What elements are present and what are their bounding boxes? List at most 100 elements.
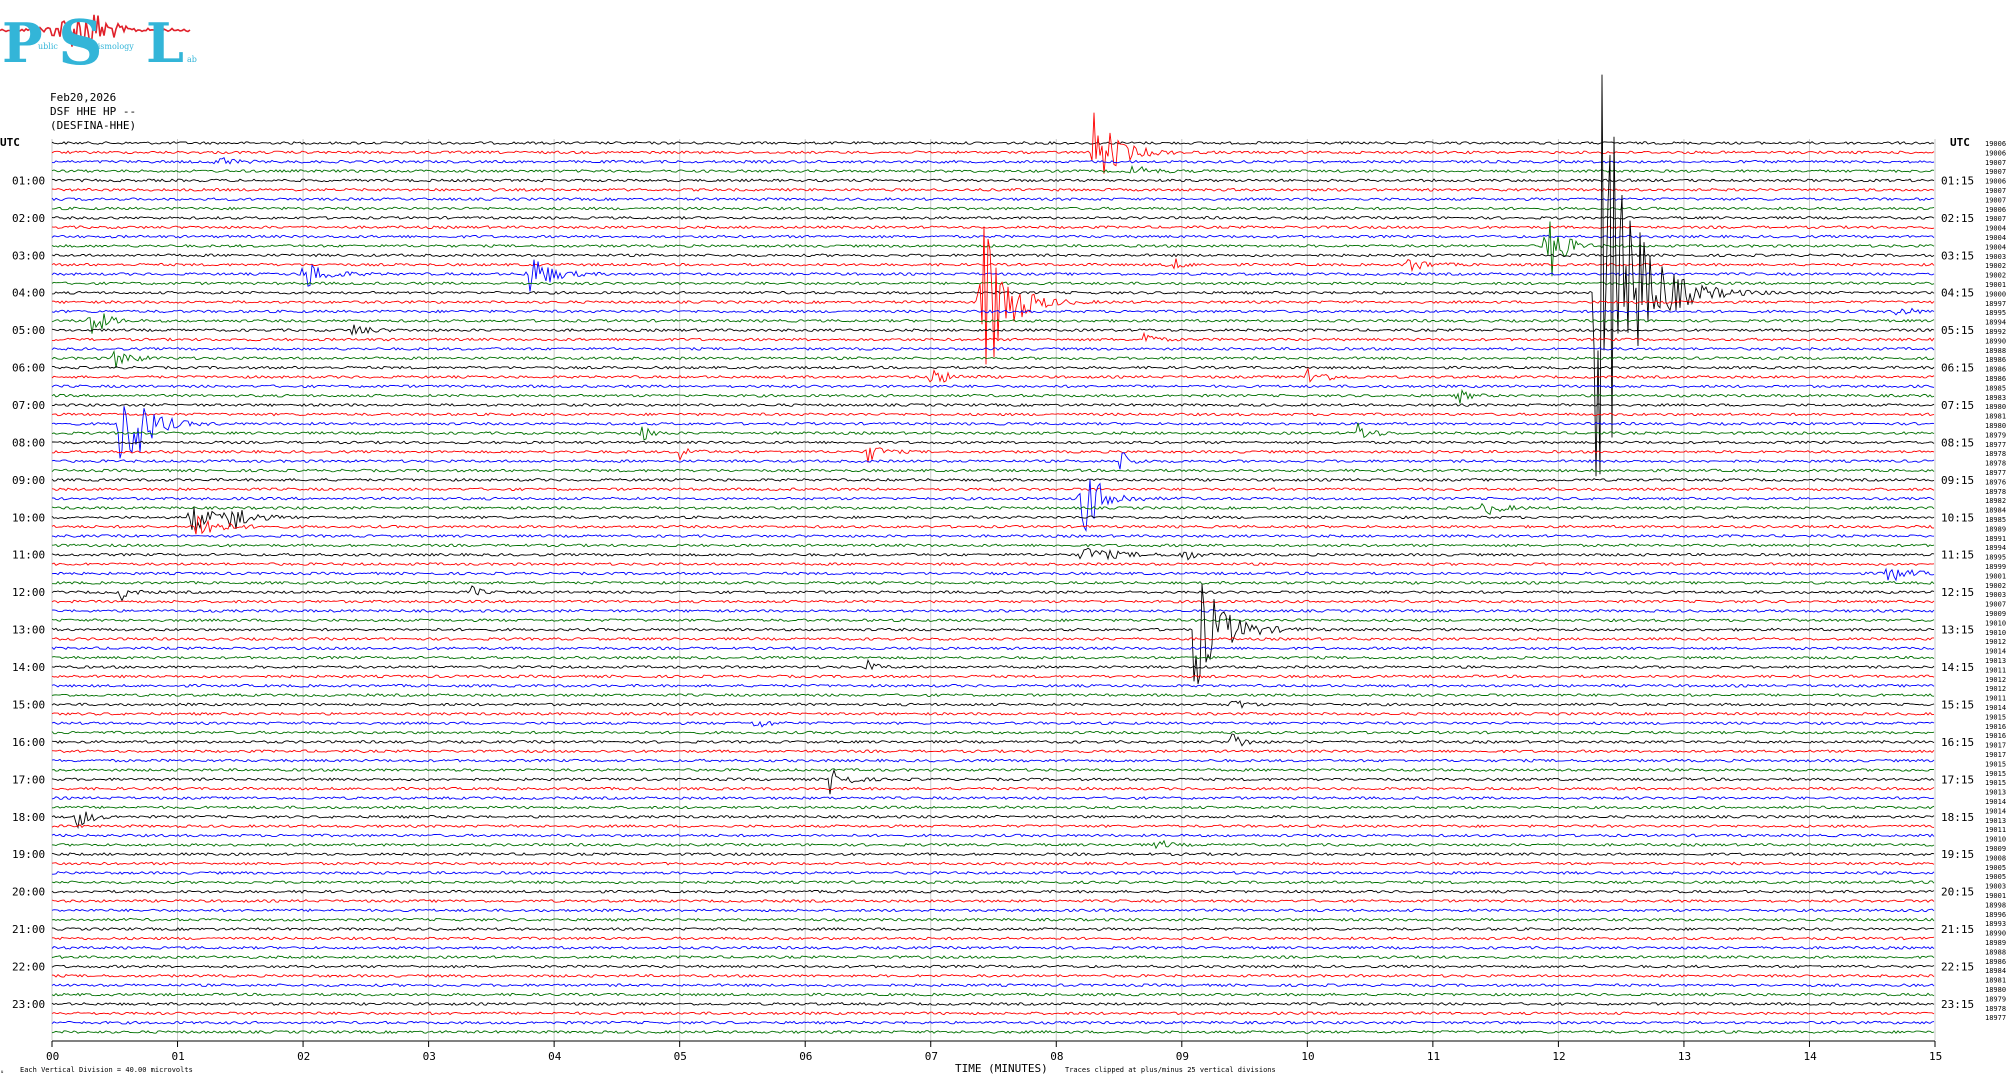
trace-line — [51, 889, 1935, 894]
trace-value: 19002 — [1985, 272, 2006, 280]
trace-line — [51, 720, 1935, 728]
trace-value: 18978 — [1985, 450, 2006, 458]
x-tick-label: 13 — [1678, 1050, 1691, 1063]
trace-value: 18978 — [1985, 1005, 2006, 1013]
trace-line — [51, 346, 1935, 351]
trace-line — [51, 655, 1935, 660]
trace-value: 18981 — [1985, 413, 2006, 421]
trace-line — [51, 811, 1935, 829]
y-tick-label: 23:00 — [12, 998, 45, 1011]
trace-line — [51, 711, 1935, 716]
y-tick-label-right: 15:15 — [1941, 698, 1974, 711]
trace-value: 19015 — [1985, 770, 2006, 778]
trace-line — [51, 447, 1935, 463]
y-tick-label: 19:00 — [12, 848, 45, 861]
trace-line — [51, 178, 1935, 183]
trace-value: 19010 — [1985, 629, 2006, 637]
trace-value: 18993 — [1985, 920, 2006, 928]
trace-value: 19011 — [1985, 695, 2006, 703]
y-tick-label: 09:00 — [12, 474, 45, 487]
trace-value: 19015 — [1985, 779, 2006, 787]
clip-note: Traces clipped at plus/minus 25 vertical… — [1065, 1066, 1276, 1074]
trace-value: 19004 — [1985, 243, 2006, 251]
trace-line — [51, 583, 1934, 684]
y-tick-label-right: 01:15 — [1941, 174, 1974, 187]
trace-line — [51, 852, 1935, 857]
x-tick-label: 15 — [1929, 1050, 1942, 1063]
trace-line — [51, 786, 1935, 791]
trace-value: 19000 — [1985, 290, 2006, 298]
trace-value: 19003 — [1985, 253, 2006, 261]
y-tick-label-right: 16:15 — [1941, 736, 1974, 749]
trace-line — [51, 700, 1935, 709]
utc-label-left: UTC — [0, 136, 20, 149]
trace-value: 19006 — [1985, 178, 2006, 186]
trace-value: 19007 — [1985, 196, 2006, 204]
plot-header: Feb20,2026 DSF HHE HP -- (DESFINA-HHE) — [50, 91, 136, 133]
header-channel: DSF HHE HP -- — [50, 105, 137, 118]
logo-word-l: ab — [187, 55, 197, 64]
trace-value: 19002 — [1985, 582, 2006, 590]
x-axis-label: TIME (MINUTES) — [955, 1062, 1048, 1075]
trace-line — [51, 1011, 1935, 1016]
trace-line — [51, 964, 1935, 969]
trace-line — [51, 388, 1935, 404]
trace-value: 18988 — [1985, 948, 2006, 956]
trace-line — [52, 440, 1935, 445]
trace-line — [51, 658, 1935, 671]
trace-value: 18978 — [1985, 460, 2006, 468]
trace-line — [51, 758, 1935, 763]
y-tick-label-right: 17:15 — [1941, 773, 1974, 786]
y-tick-label-right: 02:15 — [1941, 212, 1974, 225]
trace-value: 19010 — [1985, 619, 2006, 627]
trace-line — [51, 367, 1935, 383]
trace-line — [52, 936, 1935, 941]
trace-value: 18986 — [1985, 366, 2006, 374]
y-tick-label: 13:00 — [12, 624, 45, 637]
trace-value: 18984 — [1985, 967, 2006, 975]
trace-value: 19013 — [1985, 817, 2006, 825]
x-tick-label: 08 — [1050, 1050, 1063, 1063]
trace-line — [51, 973, 1935, 978]
trace-line — [51, 637, 1934, 641]
trace-line — [51, 585, 1935, 602]
y-tick-label: 02:00 — [12, 212, 45, 225]
trace-line — [51, 599, 1935, 604]
trace-value: 19014 — [1985, 798, 2006, 806]
trace-value: 19006 — [1985, 140, 2006, 148]
trace-line — [51, 927, 1935, 931]
trace-value: 18989 — [1985, 525, 2006, 533]
y-tick-label-right: 03:15 — [1941, 249, 1974, 262]
logo-letter-l: L — [146, 11, 184, 75]
trace-line — [51, 839, 1935, 850]
x-tick-label: 11 — [1427, 1050, 1440, 1063]
trace-line — [51, 487, 1935, 492]
logo-word-p: ublic — [38, 42, 58, 51]
trace-value: 18990 — [1985, 930, 2006, 938]
trace-line — [51, 226, 1935, 365]
utc-label-right: UTC — [1950, 136, 1970, 149]
psl-logo: P ublic S eismology L ab — [0, 6, 197, 79]
y-tick-label-right: 13:15 — [1941, 624, 1974, 637]
trace-value: 19001 — [1985, 572, 2006, 580]
y-tick-label-right: 21:15 — [1941, 923, 1974, 936]
y-tick-label-right: 10:15 — [1941, 511, 1974, 524]
trace-value: 18985 — [1985, 384, 2006, 392]
trace-line — [51, 259, 1935, 292]
trace-value: 19013 — [1985, 789, 2006, 797]
trace-value: 19014 — [1985, 648, 2006, 656]
y-tick-label: 21:00 — [12, 923, 45, 936]
trace-value: 18980 — [1985, 422, 2006, 430]
trace-value: 19013 — [1985, 657, 2006, 665]
trace-line — [51, 833, 1935, 838]
x-tick-label: 06 — [799, 1050, 812, 1063]
trace-line — [51, 547, 1935, 561]
x-tick-label: 14 — [1803, 1050, 1817, 1063]
trace-value: 18994 — [1985, 544, 2006, 552]
trace-line — [51, 1001, 1935, 1006]
trace-value: 18977 — [1985, 1014, 2006, 1022]
logo-word-s: eismology — [93, 42, 134, 51]
trace-line — [51, 468, 1935, 473]
trace-line — [51, 534, 1935, 538]
trace-line — [51, 693, 1935, 698]
